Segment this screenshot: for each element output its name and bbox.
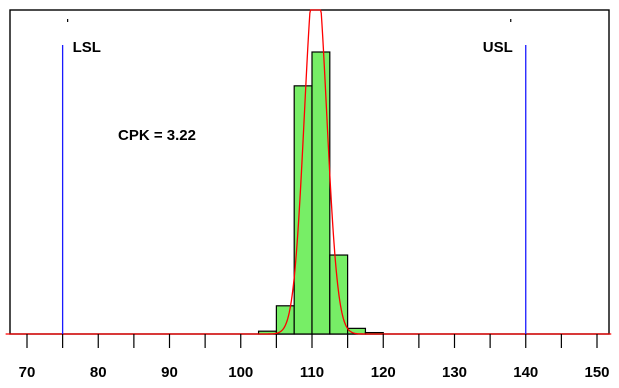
histogram-bar [311,51,331,335]
x-tick-label: 90 [161,364,178,381]
histogram-bar [275,305,295,335]
lsl-label: LSL [73,39,101,56]
cpk-annotation: CPK = 3.22 [118,127,196,144]
x-tick-label: 140 [513,364,538,381]
x-tick-label: 130 [442,364,467,381]
x-tick-label: 100 [228,364,253,381]
usl-label: USL [483,39,513,56]
normal-fit-curve [5,9,612,335]
x-tick-label: 150 [584,364,609,381]
x-tick-label: 80 [90,364,107,381]
x-tick-label: 70 [19,364,36,381]
histogram-bar [293,85,313,335]
x-axis: 70 80 90 100 110 120 130 140 150 [19,334,610,381]
x-tick-label: 120 [371,364,396,381]
x-tick-label: 110 [300,364,324,381]
